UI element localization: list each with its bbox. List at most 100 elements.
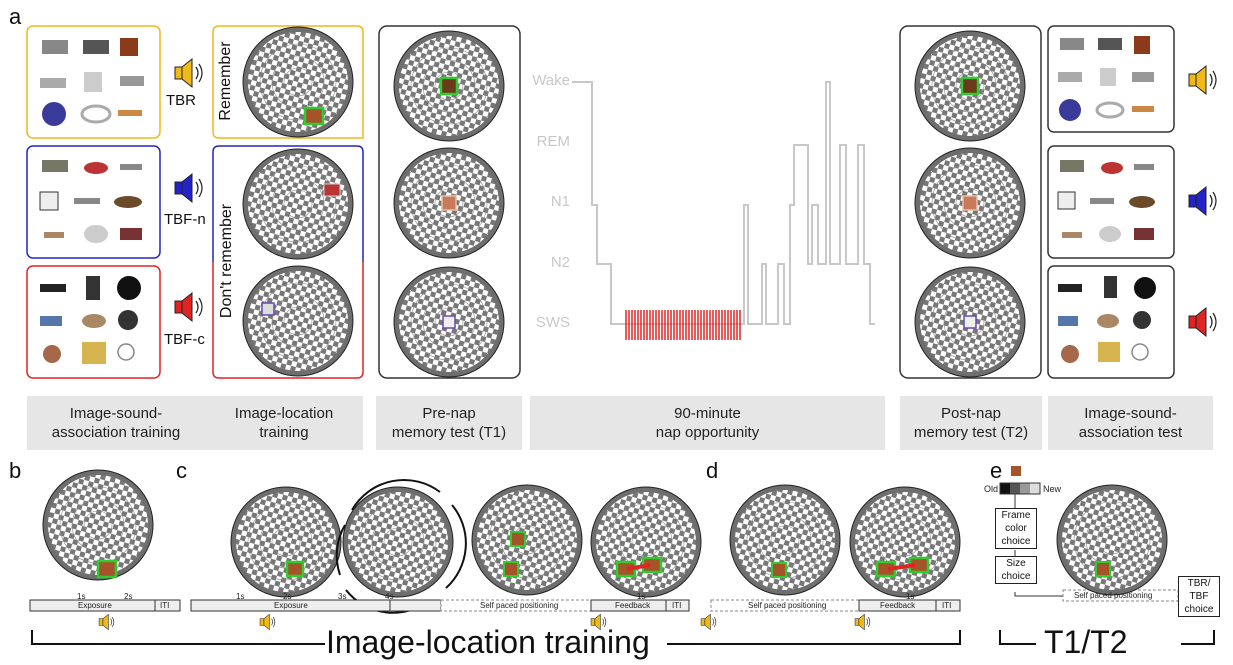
test-box-tbfc xyxy=(1047,265,1175,379)
object-frame xyxy=(960,76,980,96)
object-frame xyxy=(96,559,118,579)
tick-2s: 2s xyxy=(124,592,133,601)
checker-disc xyxy=(242,26,354,138)
tbfn-image-box xyxy=(26,145,161,259)
dont-remember-label: Don't remember xyxy=(218,203,235,319)
speaker-icon-tbr xyxy=(174,58,203,88)
object-frame xyxy=(510,531,526,547)
training-bracket xyxy=(31,630,961,645)
stage-wake: Wake xyxy=(532,72,570,89)
tick-2s: 2s xyxy=(283,592,292,601)
speaker-icon-test-tbr xyxy=(1188,65,1217,95)
tick-1s: 1s xyxy=(637,592,646,601)
object-frame xyxy=(771,562,787,578)
feedback-arrow xyxy=(626,563,651,571)
tests-bracket xyxy=(999,630,1215,645)
speaker-icon xyxy=(854,613,871,631)
old-new-scale xyxy=(999,482,1041,495)
stage-label-assoc-test: Image-sound- association test xyxy=(1048,396,1213,450)
object-thumbnails-left xyxy=(39,38,144,364)
panel-letter-a: a xyxy=(9,4,22,29)
panel-letter-b: b xyxy=(9,458,22,483)
hypnogram xyxy=(572,81,875,325)
object-frame xyxy=(1095,561,1111,577)
speaker-icon xyxy=(98,613,115,631)
speaker-icon-test-tbfc xyxy=(1188,307,1217,337)
speaker-icon xyxy=(259,613,276,631)
checker-disc xyxy=(230,486,342,598)
footer-tests-label: T1/T2 xyxy=(1044,624,1128,660)
frame-color-choice: Frame color choice xyxy=(995,508,1037,549)
violin-icon xyxy=(1011,466,1021,476)
iti-label: ITI xyxy=(160,601,170,610)
self-paced-label: Self paced positioning xyxy=(748,601,827,610)
footer-training-label: Image-location training xyxy=(326,624,650,660)
speaker-icon xyxy=(700,613,717,631)
object-frame xyxy=(285,560,305,578)
feedback-bar-c xyxy=(590,599,690,612)
remember-label: Remember xyxy=(217,41,234,121)
self-paced-label: Self paced positioning xyxy=(1074,591,1153,600)
test-box-tbfn xyxy=(1047,145,1175,259)
checker-disc xyxy=(471,484,583,596)
checker-disc xyxy=(242,265,354,377)
sws-stimulation-bars xyxy=(625,310,741,340)
checker-disc xyxy=(849,486,961,598)
dont-remember-frame-bottom xyxy=(212,262,364,379)
speaker-icon-tbfn xyxy=(174,173,203,203)
checker-disc xyxy=(242,148,354,260)
object-frame xyxy=(439,76,459,96)
object-frame xyxy=(323,183,341,197)
object-frame xyxy=(503,561,519,577)
object-frame xyxy=(442,315,456,329)
self-paced-bar-d xyxy=(710,599,860,612)
post-nap-box xyxy=(899,25,1042,379)
tbr-tbf-choice: TBR/ TBF choice xyxy=(1178,576,1220,617)
new-label: New xyxy=(1043,484,1062,494)
object-frame xyxy=(303,106,325,126)
stage-label-nap: 90-minute nap opportunity xyxy=(530,396,885,450)
feedback-arrow xyxy=(887,563,916,571)
tick-1s: 1s xyxy=(77,592,86,601)
stage-sws: SWS xyxy=(535,314,570,331)
stage-n1: N1 xyxy=(550,193,570,210)
test-box-tbr xyxy=(1047,25,1175,133)
panel-letter-e: e xyxy=(990,458,1003,483)
tick-4s: 4s xyxy=(385,592,394,601)
size-choice: Size choice xyxy=(995,556,1037,584)
stage-label-assoc-training: Image-sound- association training xyxy=(27,396,205,450)
panel-letter-c: c xyxy=(176,458,187,483)
tbfn-label: TBF-n xyxy=(164,211,206,228)
object-frame xyxy=(441,195,457,211)
dont-remember-frame-top xyxy=(212,145,364,262)
tbr-image-box xyxy=(26,25,161,139)
remember-frame xyxy=(212,25,364,139)
feedback-label: Feedback xyxy=(615,601,651,610)
speaker-icon-test-tbfn xyxy=(1188,186,1217,216)
feedback-bar-d xyxy=(858,599,961,612)
flow-line xyxy=(1014,592,1063,597)
stage-rem: REM xyxy=(536,133,570,150)
speaker-icon-tbfc xyxy=(174,292,203,322)
self-paced-label: Self paced positioning xyxy=(480,601,559,610)
tick-3s: 3s xyxy=(338,592,347,601)
object-frame xyxy=(963,315,977,329)
object-frame xyxy=(261,302,275,316)
exposure-label: Exposure xyxy=(274,601,308,610)
stage-label-post-nap: Post-nap memory test (T2) xyxy=(900,396,1042,450)
tick-1s: 1s xyxy=(236,592,245,601)
exposure-label: Exposure xyxy=(78,601,112,610)
stage-label-pre-nap: Pre-nap memory test (T1) xyxy=(376,396,522,450)
stage-label-location-training: Image-location training xyxy=(205,396,363,450)
timeline-bar-b xyxy=(29,599,181,612)
tbfc-image-box xyxy=(26,265,161,379)
checker-disc xyxy=(729,484,841,596)
object-frame xyxy=(962,195,978,211)
feedback-label: Feedback xyxy=(880,601,916,610)
tick-1s: 1s xyxy=(906,592,915,601)
iti-label: ITI xyxy=(672,601,682,610)
object-thumbnails-right xyxy=(1057,36,1156,363)
pre-nap-box xyxy=(378,25,521,379)
tbfc-label: TBF-c xyxy=(164,331,205,348)
